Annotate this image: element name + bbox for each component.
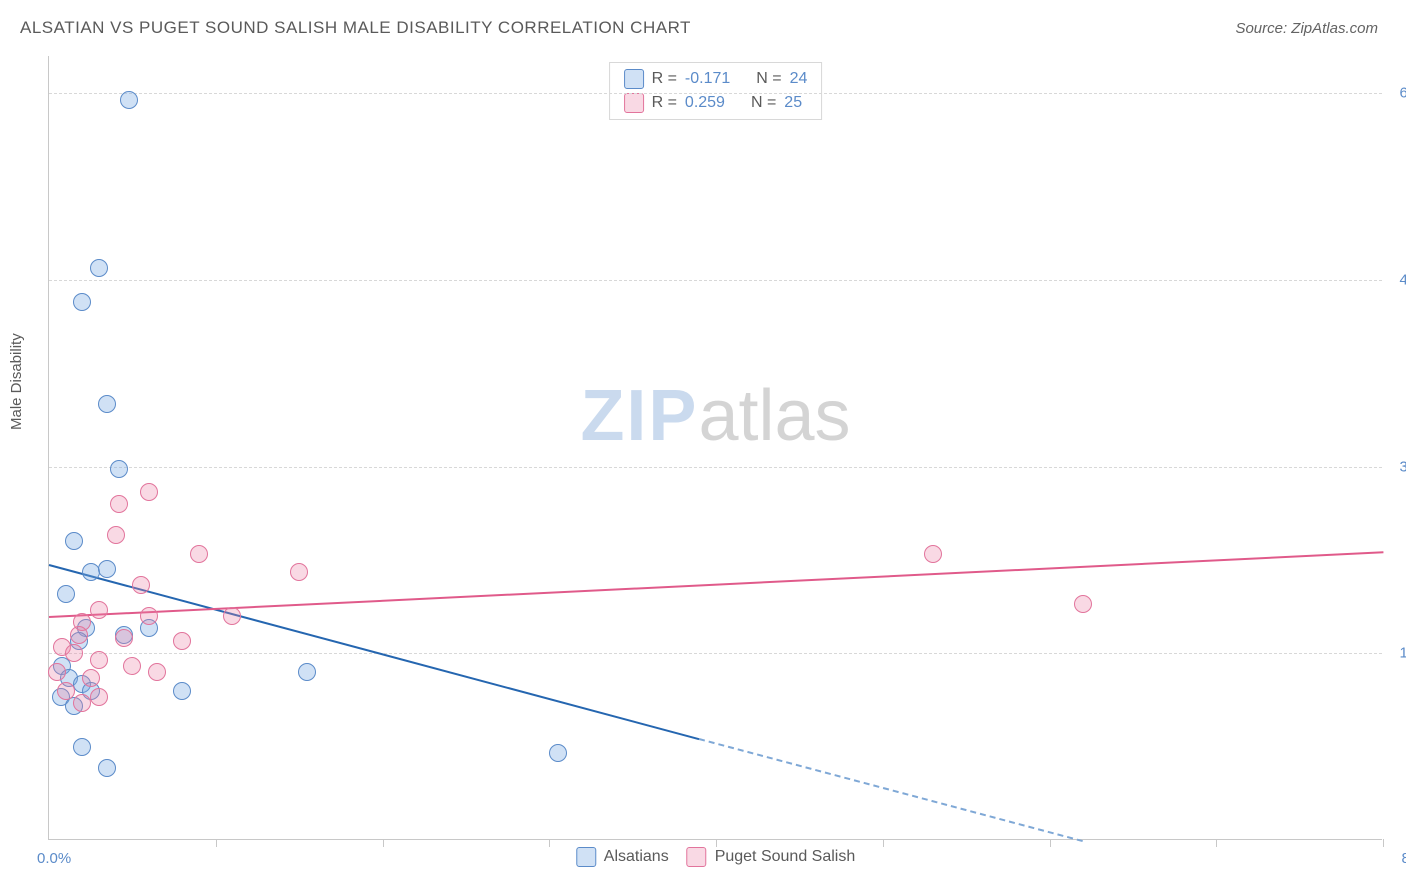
r-value: -0.171 (685, 70, 730, 88)
data-point (73, 694, 91, 712)
data-point (173, 632, 191, 650)
data-point (98, 560, 116, 578)
data-point (65, 532, 83, 550)
x-tick (549, 839, 550, 847)
x-end-label: 80.0% (1401, 850, 1406, 867)
gridline (49, 93, 1382, 94)
data-point (48, 663, 66, 681)
legend-row: R = -0.171 N = 24 (610, 67, 822, 91)
gridline (49, 467, 1382, 468)
data-point (65, 644, 83, 662)
y-axis-label: Male Disability (8, 333, 25, 430)
data-point (190, 545, 208, 563)
data-point (98, 395, 116, 413)
n-label: N = (751, 94, 776, 112)
legend-item: Alsatians (576, 847, 669, 867)
data-point (110, 495, 128, 513)
data-point (82, 669, 100, 687)
legend-swatch (624, 69, 644, 89)
r-label: R = (652, 70, 677, 88)
series-legend: Alsatians Puget Sound Salish (576, 847, 855, 867)
data-point (120, 91, 138, 109)
watermark: ZIPatlas (580, 375, 850, 457)
data-point (1074, 595, 1092, 613)
series-label: Puget Sound Salish (715, 848, 856, 866)
data-point (549, 744, 567, 762)
data-point (298, 663, 316, 681)
x-tick (883, 839, 884, 847)
data-point (107, 526, 125, 544)
y-tick-label: 45.0% (1399, 272, 1406, 289)
scatter-chart: ZIPatlas R =-0.171N =24R =0.259N =25 0.0… (48, 56, 1382, 840)
data-point (290, 563, 308, 581)
series-label: Alsatians (604, 848, 669, 866)
data-point (132, 576, 150, 594)
chart-title: ALSATIAN VS PUGET SOUND SALISH MALE DISA… (20, 18, 691, 38)
x-tick (1216, 839, 1217, 847)
data-point (123, 657, 141, 675)
watermark-suffix: atlas (698, 376, 850, 456)
data-point (90, 601, 108, 619)
data-point (57, 585, 75, 603)
data-point (173, 682, 191, 700)
x-tick (383, 839, 384, 847)
r-label: R = (652, 94, 677, 112)
gridline (49, 653, 1382, 654)
legend-row: R = 0.259 N = 25 (610, 91, 822, 115)
legend-swatch (576, 847, 596, 867)
watermark-brand: ZIP (580, 376, 698, 456)
data-point (90, 259, 108, 277)
x-origin-label: 0.0% (37, 850, 71, 867)
legend-item: Puget Sound Salish (687, 847, 856, 867)
source-label: Source: ZipAtlas.com (1235, 20, 1378, 37)
data-point (98, 759, 116, 777)
data-point (140, 607, 158, 625)
x-tick (216, 839, 217, 847)
data-point (90, 688, 108, 706)
legend-swatch (687, 847, 707, 867)
y-tick-label: 60.0% (1399, 85, 1406, 102)
y-tick-label: 30.0% (1399, 458, 1406, 475)
data-point (73, 738, 91, 756)
data-point (90, 651, 108, 669)
x-tick (1383, 839, 1384, 847)
gridline (49, 280, 1382, 281)
data-point (82, 563, 100, 581)
n-label: N = (756, 70, 781, 88)
y-tick-label: 15.0% (1399, 645, 1406, 662)
data-point (70, 626, 88, 644)
n-value: 24 (790, 70, 808, 88)
correlation-legend: R =-0.171N =24R =0.259N =25 (609, 62, 823, 120)
legend-swatch (624, 93, 644, 113)
data-point (223, 607, 241, 625)
data-point (110, 460, 128, 478)
data-point (73, 293, 91, 311)
data-point (148, 663, 166, 681)
r-value: 0.259 (685, 94, 725, 112)
n-value: 25 (784, 94, 802, 112)
data-point (924, 545, 942, 563)
trend-line (699, 738, 1083, 842)
data-point (115, 629, 133, 647)
x-tick (1050, 839, 1051, 847)
trend-line (49, 551, 1383, 618)
data-point (57, 682, 75, 700)
data-point (140, 483, 158, 501)
x-tick (716, 839, 717, 847)
